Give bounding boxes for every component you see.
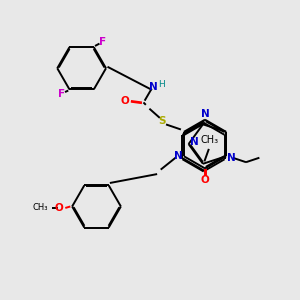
Text: F: F: [99, 37, 106, 47]
Text: CH₃: CH₃: [200, 135, 218, 145]
Text: O: O: [201, 175, 209, 185]
Text: S: S: [159, 116, 166, 127]
Text: F: F: [58, 89, 66, 99]
Text: N: N: [201, 109, 209, 119]
Text: H: H: [158, 80, 165, 89]
Text: N: N: [149, 82, 158, 92]
Text: O: O: [55, 203, 64, 213]
Text: N: N: [227, 153, 236, 163]
Text: CH₃: CH₃: [32, 203, 48, 212]
Text: N: N: [174, 151, 182, 161]
Text: N: N: [190, 137, 198, 147]
Text: O: O: [121, 96, 129, 106]
